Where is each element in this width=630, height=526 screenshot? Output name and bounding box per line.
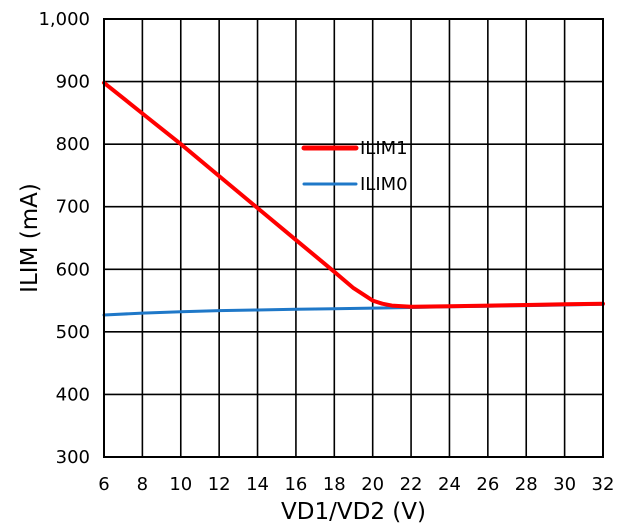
y-tick-label: 600 (56, 259, 90, 280)
y-tick-label: 500 (56, 322, 90, 343)
series-lines (102, 80, 605, 317)
y-tick-label: 800 (56, 134, 90, 155)
x-axis-title: VD1/VD2 (V) (281, 499, 426, 525)
x-tick-label: 24 (438, 474, 461, 495)
y-axis-tick-labels: 300 400 500 600 700 800 900 1,000 (38, 9, 90, 468)
y-tick-label: 300 (56, 447, 90, 468)
x-tick-label: 20 (361, 474, 384, 495)
x-tick-label: 14 (246, 474, 269, 495)
x-tick-label: 30 (553, 474, 576, 495)
y-tick-label: 700 (56, 197, 90, 218)
x-tick-label: 22 (400, 474, 423, 495)
y-tick-label: 900 (56, 72, 90, 93)
x-tick-label: 16 (284, 474, 307, 495)
y-tick-label: 1,000 (38, 9, 90, 30)
y-axis-title: ILIM (mA) (17, 183, 43, 293)
x-tick-label: 8 (137, 474, 148, 495)
x-tick-label: 10 (169, 474, 192, 495)
series-line-ilim1 (102, 80, 605, 309)
x-tick-label: 6 (98, 474, 109, 495)
plot-area-frame (103, 18, 604, 458)
x-tick-label: 28 (515, 474, 538, 495)
legend-label-ilim1: ILIM1 (360, 138, 408, 159)
legend-label-ilim0: ILIM0 (360, 174, 408, 195)
x-tick-label: 32 (592, 474, 615, 495)
x-axis-tick-labels: 6 8 10 12 14 16 18 20 22 24 26 28 30 32 (98, 474, 614, 495)
y-tick-label: 400 (56, 384, 90, 405)
x-tick-label: 18 (323, 474, 346, 495)
legend: ILIM1 ILIM0 (301, 138, 408, 195)
x-tick-label: 12 (208, 474, 231, 495)
x-tick-label: 26 (476, 474, 499, 495)
